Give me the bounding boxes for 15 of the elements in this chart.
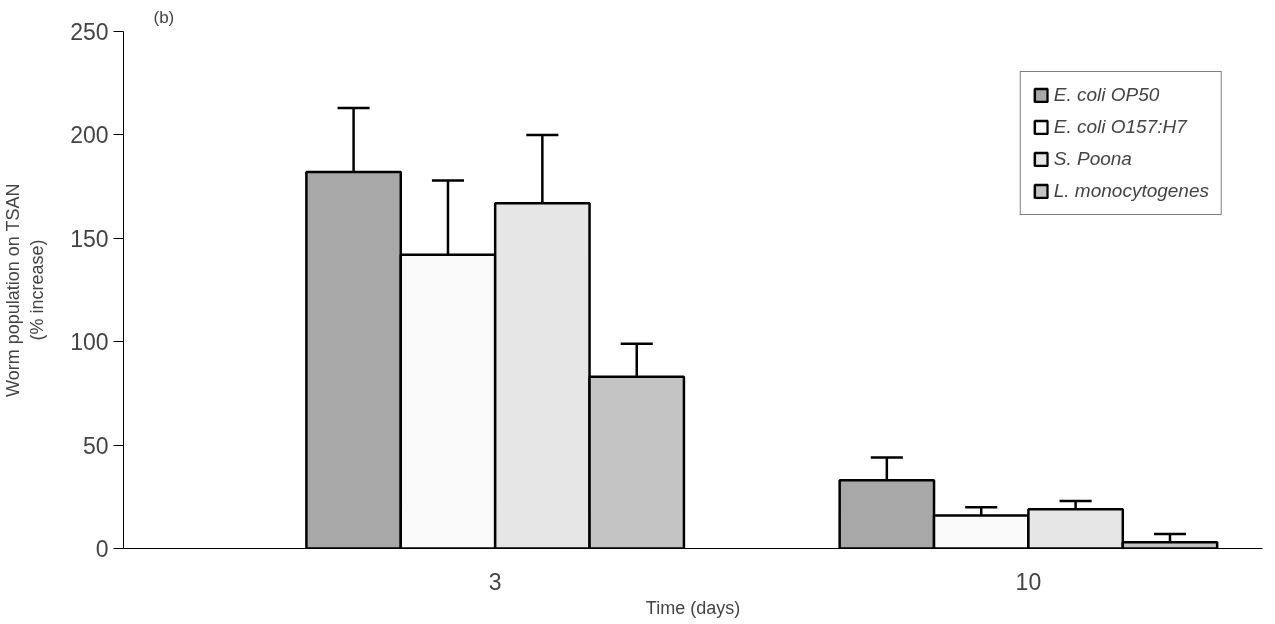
y-tick-label: 250 xyxy=(70,19,109,45)
x-tick-label: 3 xyxy=(488,568,502,595)
y-tick-label: 0 xyxy=(95,536,109,562)
x-axis-title: Time (days) xyxy=(645,597,741,618)
y-tick-label: 50 xyxy=(82,432,109,459)
legend-label: L. monocytogenes xyxy=(1053,180,1209,202)
legend-label: S. Poona xyxy=(1053,148,1132,170)
y-axis-title: Worm population on TSAN (% increase) xyxy=(3,183,48,397)
legend-label: E. coli OP50 xyxy=(1053,84,1160,106)
y-tick-label: 100 xyxy=(70,329,109,356)
chart-title: (b) xyxy=(153,7,175,27)
legend-label: E. coli O157:H7 xyxy=(1053,116,1187,138)
y-tick-label: 150 xyxy=(70,225,109,252)
y-tick-label: 200 xyxy=(70,122,109,149)
x-tick-label: 10 xyxy=(1015,568,1042,595)
